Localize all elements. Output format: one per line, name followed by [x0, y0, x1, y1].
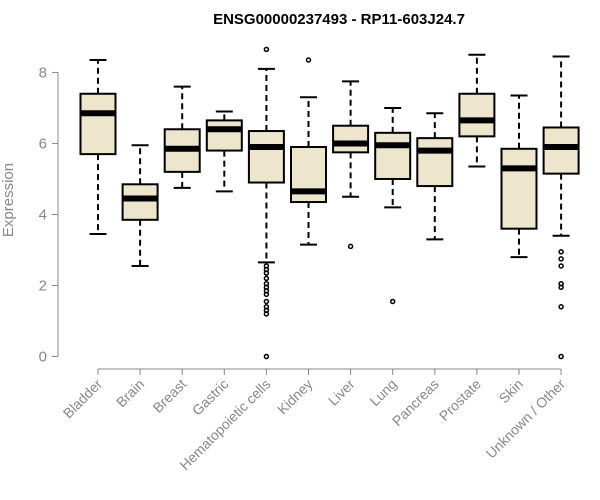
x-tick-label: Pancreas [389, 376, 442, 429]
iqr-box [500, 147, 538, 230]
y-tick-label: 6 [39, 135, 47, 152]
y-tick-label: 0 [39, 349, 47, 366]
x-tick-label: Breast [149, 376, 189, 416]
boxes-group [79, 46, 580, 360]
iqr-box [121, 183, 159, 221]
box-liver [332, 80, 370, 250]
outlier-point [558, 256, 564, 262]
outlier-point [558, 353, 564, 360]
outlier-point [263, 353, 270, 360]
x-tick-label: Lung [366, 376, 399, 409]
outlier-point [263, 291, 270, 298]
y-tick-label: 8 [39, 64, 47, 81]
box-skin [500, 94, 538, 259]
outlier-point [558, 249, 564, 255]
y-tick-label: 4 [39, 206, 47, 223]
y-tick-label: 2 [39, 277, 47, 294]
iqr-box [374, 131, 412, 180]
outlier-point [347, 243, 354, 250]
iqr-box [542, 126, 580, 175]
x-tick-label: Bladder [60, 376, 106, 422]
box-brain [121, 144, 159, 267]
outlier-point [263, 311, 270, 317]
outlier-point [263, 275, 270, 282]
outlier-point [263, 46, 270, 53]
box-gastric [205, 110, 243, 193]
box-prostate [458, 53, 496, 168]
box-lung [374, 106, 412, 305]
x-tick-label: Skin [496, 376, 527, 407]
outlier-point [558, 263, 564, 269]
iqr-box [79, 92, 117, 156]
x-tick-label: Unknown / Other [483, 376, 569, 462]
outlier-point [558, 304, 564, 310]
outlier-point [263, 270, 270, 276]
box-bladder [79, 59, 117, 236]
box-breast [163, 85, 201, 189]
outlier-point [558, 284, 564, 291]
iqr-box [458, 92, 496, 138]
iqr-box [247, 130, 285, 184]
iqr-box [416, 137, 454, 188]
x-tick-label: Liver [325, 376, 358, 409]
box-kidney [290, 57, 327, 246]
x-tick-label: Prostate [436, 376, 484, 424]
x-tick-label: Kidney [274, 376, 316, 418]
outlier-point [263, 298, 270, 305]
y-axis: 0 2 4 6 8 [39, 64, 59, 366]
box-pancreas [416, 112, 454, 241]
outlier-point [389, 298, 396, 305]
box-hematopoietic-cells [247, 46, 285, 360]
outlier-point [305, 57, 312, 63]
chart-title: ENSG00000237493 - RP11-603J24.7 [213, 11, 465, 28]
x-tick-label: Brain [113, 376, 147, 410]
iqr-box [332, 124, 370, 154]
box-unknown-other [542, 55, 580, 360]
iqr-box [205, 119, 243, 152]
y-axis-label: Expression [0, 163, 17, 237]
